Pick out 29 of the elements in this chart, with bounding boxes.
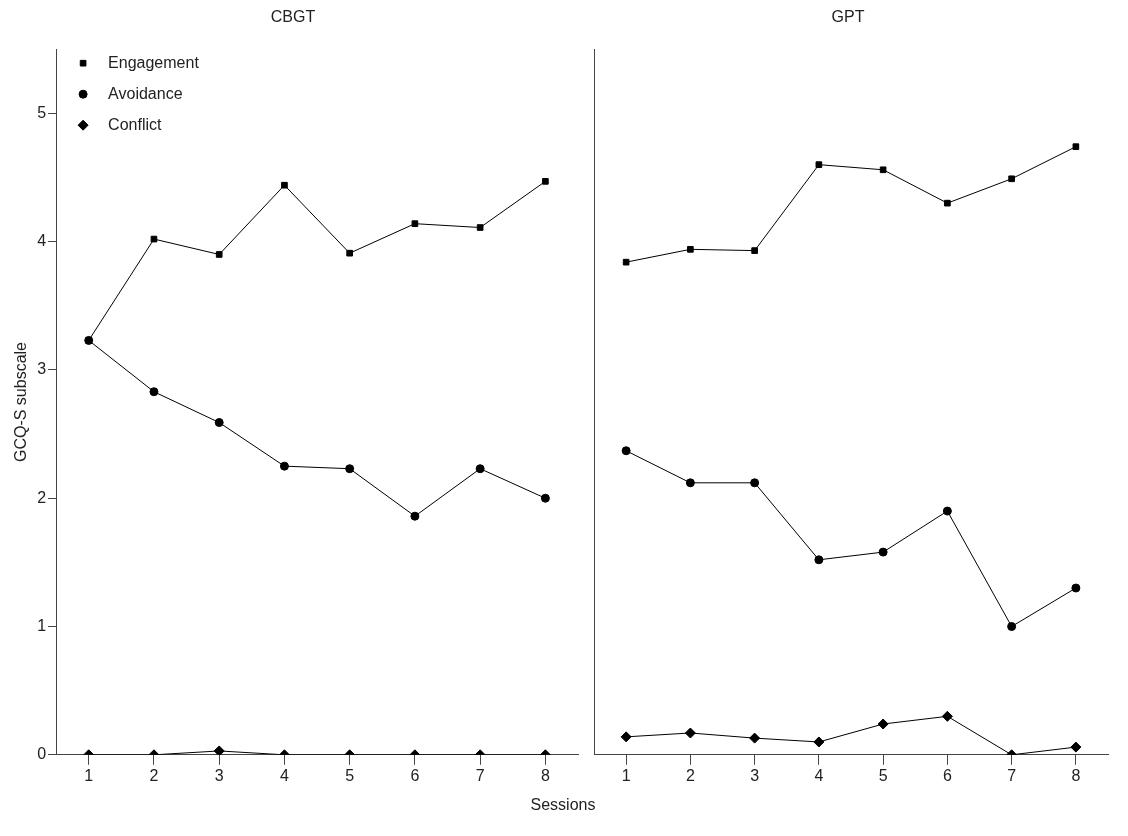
x-tick-label: 7 [1007, 766, 1017, 784]
x-tick-label: 1 [84, 766, 94, 784]
x-tick-label: 3 [750, 766, 760, 784]
y-tick-label: 2 [37, 488, 47, 506]
y-axis-title: GCQ-S subscale [12, 341, 30, 463]
y-tick-label: 4 [37, 232, 47, 250]
x-tick-label: 8 [540, 766, 550, 784]
y-tick-label: 3 [37, 360, 47, 378]
x-tick-label: 3 [214, 766, 224, 784]
chart-title: GPT [831, 8, 865, 26]
legend-label: Conflict [108, 115, 162, 133]
x-tick-label: 4 [279, 766, 289, 784]
y-tick-label: 5 [37, 103, 47, 121]
y-tick-label: 0 [37, 745, 47, 763]
x-axis-title: Sessions [529, 796, 597, 814]
x-tick-label: 6 [942, 766, 952, 784]
x-tick-label: 6 [410, 766, 420, 784]
x-tick-label: 5 [345, 766, 355, 784]
x-tick-label: 5 [878, 766, 888, 784]
x-tick-label: 7 [475, 766, 485, 784]
legend-label: Engagement [108, 53, 200, 71]
x-tick-label: 1 [621, 766, 631, 784]
x-tick-label: 2 [149, 766, 159, 784]
x-tick-label: 4 [814, 766, 824, 784]
chart-title: CBGT [270, 8, 316, 26]
x-tick-label: 8 [1071, 766, 1081, 784]
y-tick-label: 1 [37, 616, 47, 634]
x-tick-label: 2 [685, 766, 695, 784]
legend-label: Avoidance [108, 84, 183, 102]
